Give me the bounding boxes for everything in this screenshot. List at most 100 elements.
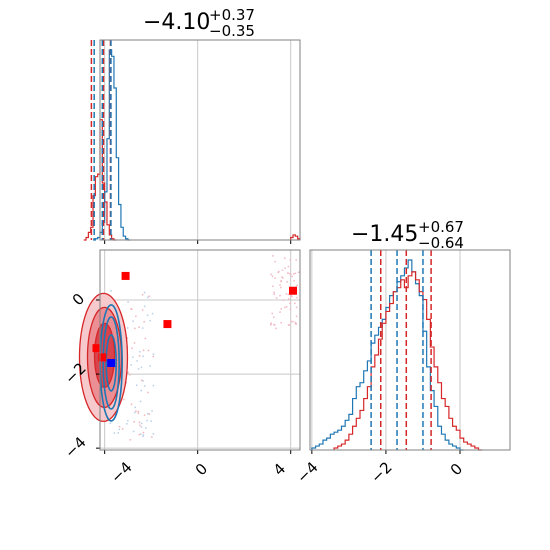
sample-point (127, 301, 129, 303)
outlier-sample-point (297, 271, 300, 274)
outlier-sample-point (286, 281, 288, 283)
sample-point (149, 365, 151, 367)
sample-point (141, 293, 144, 296)
sample-point (109, 422, 112, 424)
sample-point (121, 428, 124, 430)
sample-point (134, 406, 136, 409)
outlier-sample-point (295, 306, 298, 309)
param1-title-upper: +0.67 (418, 218, 464, 236)
sample-point (148, 413, 150, 415)
hist0-frame (99, 39, 301, 241)
sample-point (133, 342, 136, 344)
sample-point (130, 403, 133, 406)
sample-point (134, 327, 136, 330)
blue-hist-param1 (311, 259, 464, 451)
sample-point (133, 411, 136, 414)
hist1-frame (309, 249, 511, 451)
sample-point (146, 314, 149, 316)
sample-point (144, 385, 146, 387)
blue-marker-0 (107, 358, 116, 367)
sample-point (140, 422, 143, 425)
outlier-sample-point (290, 320, 292, 323)
y-tick-label-0: 0 (69, 290, 88, 309)
sample-point (144, 337, 147, 340)
sample-point (143, 414, 146, 416)
sample-point (147, 296, 149, 299)
outlier-sample-point (287, 265, 290, 268)
sample-point (132, 320, 134, 322)
sample-point (142, 431, 145, 434)
sample-point (145, 427, 147, 429)
param1-title: −1.45 +0.67 −0.64 (351, 218, 464, 252)
outlier-sample-point (275, 327, 277, 330)
param0-x-tick-labels: −4 0 4 (107, 458, 289, 486)
sample-point (142, 435, 144, 438)
outlier-sample-point (287, 324, 290, 326)
sample-point (151, 410, 153, 412)
outlier-sample-point (293, 279, 295, 282)
red-hist-param1 (333, 271, 483, 451)
sample-point (110, 290, 112, 292)
outlier-sample-point (281, 276, 283, 278)
sample-point (127, 371, 129, 374)
sample-point (132, 356, 134, 358)
red-marker-1 (163, 320, 172, 329)
sample-point (137, 368, 140, 370)
param1-x-tick-labels: −4 −2 0 (293, 458, 466, 486)
outlier-sample-point (281, 269, 284, 271)
outlier-sample-point (294, 272, 297, 275)
outlier-sample-point (296, 296, 298, 299)
outlier-sample-point (271, 312, 273, 315)
outlier-sample-point (295, 315, 298, 318)
sample-point (147, 391, 149, 394)
sample-point (150, 420, 152, 422)
y-tick-label-neg4: −4 (61, 433, 89, 461)
outlier-sample-point (289, 259, 292, 261)
sample-point (143, 321, 145, 323)
outlier-sample-point (289, 308, 292, 311)
outlier-sample-point (288, 298, 290, 300)
sample-point (148, 295, 150, 298)
outlier-sample-point (289, 272, 291, 275)
outlier-sample-point (274, 260, 276, 263)
sample-point (152, 355, 154, 358)
sample-point (142, 434, 145, 436)
red-marker-0 (121, 271, 130, 280)
outlier-sample-point (295, 259, 297, 261)
param0-param1-density-panel (78, 249, 301, 454)
red-hist-param0-outliers (290, 234, 301, 240)
sample-point (151, 436, 153, 438)
sample-point (140, 389, 142, 392)
sample-point (138, 355, 141, 357)
param0-title-upper: +0.37 (209, 6, 255, 24)
param1-title-lower: −0.64 (418, 234, 464, 252)
sample-point (130, 364, 132, 366)
outlier-sample-point (279, 284, 281, 286)
sample-point (137, 410, 140, 413)
param1-title-median: −1.45 (351, 222, 418, 247)
sample-point (126, 337, 129, 339)
sample-point (143, 291, 146, 294)
outlier-sample-point (279, 294, 281, 297)
sample-point (129, 439, 132, 441)
outlier-sample-point (273, 324, 276, 326)
sample-point (138, 421, 141, 424)
param0-histogram-panel (83, 39, 301, 244)
sample-point (136, 360, 138, 362)
sample-point (118, 428, 121, 431)
sample-point (131, 347, 133, 350)
sample-point (151, 312, 154, 315)
param0-title: −4.10 +0.37 −0.35 (143, 6, 255, 40)
sample-point (113, 432, 116, 434)
outlier-sample-point (270, 273, 272, 276)
sample-point (139, 424, 141, 427)
x-tick-label-4: 4 (270, 460, 289, 479)
outlier-sample-point (277, 271, 279, 274)
outlier-sample-point (273, 323, 275, 326)
outlier-sample-point (294, 302, 296, 305)
sample-point (141, 379, 143, 382)
red-marker-4 (98, 353, 107, 362)
sample-point (140, 433, 142, 435)
red-marker-3 (92, 344, 101, 353)
x1-tick-label-neg4: −4 (293, 458, 321, 486)
